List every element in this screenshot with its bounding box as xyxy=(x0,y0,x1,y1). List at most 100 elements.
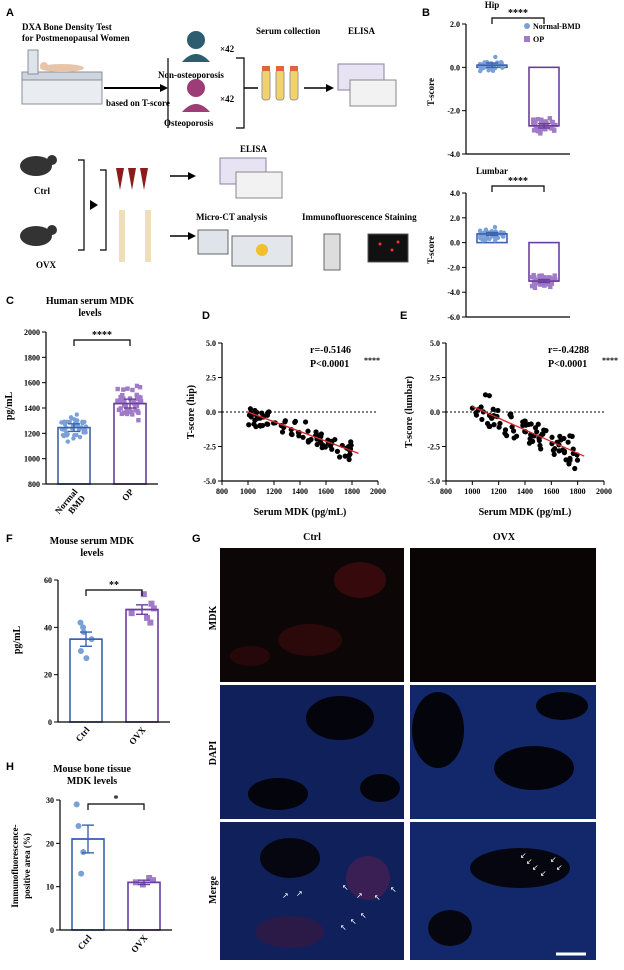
lumbar-chart: Lumbar T-score 4.0 2.0 0.0 -2.0 -4.0 -6.0 **** xyxy=(426,166,570,322)
x-label: Serum MDK (pg/mL) xyxy=(254,507,347,518)
p-stars: **** xyxy=(602,356,618,365)
x-tick-label: 2000 xyxy=(596,487,612,496)
b-hip-y-tick-label: 2.0 xyxy=(450,20,460,29)
g-mdk-ctrl-signal xyxy=(230,562,386,666)
data-point xyxy=(531,272,536,278)
hip-y-label: T-score xyxy=(426,78,436,106)
data-point xyxy=(560,447,566,453)
x-tick-label: 800 xyxy=(216,487,228,496)
data-point xyxy=(489,415,495,421)
data-point xyxy=(553,277,558,282)
data-point xyxy=(264,421,270,427)
data-point xyxy=(78,870,85,877)
data-point xyxy=(133,404,138,409)
bone-icon xyxy=(119,210,151,262)
data-point xyxy=(552,273,557,278)
c-y-tick-label: 1800 xyxy=(24,353,40,362)
x-tick-label: 1600 xyxy=(318,487,334,496)
bar-ovx xyxy=(127,881,161,931)
data-point xyxy=(553,122,558,128)
data-point xyxy=(279,429,286,435)
data-point xyxy=(510,428,517,434)
data-point xyxy=(136,394,142,400)
fluorescence-monitor-icon xyxy=(367,233,409,263)
data-point xyxy=(246,412,253,418)
data-point xyxy=(75,418,80,423)
data-point xyxy=(288,431,295,437)
data-point xyxy=(532,277,538,283)
microct-scanner-icon xyxy=(197,229,293,267)
data-point xyxy=(522,418,528,424)
panel-h-letter: H xyxy=(6,761,14,773)
hip-title: Hip xyxy=(485,0,500,10)
legend-op: OP xyxy=(533,35,544,44)
r-value: r=-0.4288 xyxy=(548,345,589,356)
data-point xyxy=(534,125,540,130)
y-tick-label: 2.5 xyxy=(206,374,216,383)
data-point xyxy=(348,442,354,448)
c-y-tick-label: 1600 xyxy=(24,379,40,388)
data-point xyxy=(483,236,488,241)
data-point xyxy=(252,407,258,414)
data-point xyxy=(551,451,557,457)
data-point xyxy=(490,406,496,412)
c-title-2: levels xyxy=(78,308,101,319)
panel-g-letter: G xyxy=(192,533,201,545)
data-point xyxy=(539,117,544,122)
x-tick-label: NormalBMD xyxy=(53,486,88,522)
data-point xyxy=(77,434,83,440)
panel-a: A DXA Bone Density Test for Postmenopaus… xyxy=(0,0,420,290)
data-point xyxy=(511,435,517,441)
legend-normal: Normal-BMD xyxy=(533,22,581,31)
data-point xyxy=(282,419,288,425)
data-point xyxy=(247,406,254,412)
data-point xyxy=(144,614,151,621)
significance-label: * xyxy=(114,794,119,805)
data-point xyxy=(148,600,155,607)
data-point xyxy=(548,284,553,290)
data-point xyxy=(80,624,87,631)
x-tick-label: 2000 xyxy=(370,487,386,496)
data-point xyxy=(540,431,546,437)
y-label: T-score (hip) xyxy=(186,385,197,439)
b-lumbar-y-tick-label: -6.0 xyxy=(447,313,460,322)
panel-g-micrographs: G Ctrl OVX MDK DAPI Merge xyxy=(192,532,596,960)
bar-ctrl xyxy=(69,638,103,723)
data-point xyxy=(534,429,540,435)
data-point xyxy=(128,610,135,617)
bar-ovx xyxy=(125,608,159,723)
data-point xyxy=(342,453,348,459)
data-point xyxy=(509,424,515,430)
g-col-ctrl: Ctrl xyxy=(303,532,321,543)
data-point xyxy=(500,65,505,70)
panel-c: C Human serum MDK levels pg/mL 2000 1800 1600… xyxy=(0,290,180,540)
data-point xyxy=(75,823,82,829)
lumbar-y-label: T-score xyxy=(426,236,436,264)
panel-b-letter: B xyxy=(422,7,430,19)
data-point xyxy=(77,619,84,626)
data-point xyxy=(73,801,80,808)
data-point xyxy=(473,412,480,418)
data-point xyxy=(479,416,485,423)
data-point xyxy=(150,877,157,884)
data-point xyxy=(482,392,489,398)
b-lumbar-plot: 4.0 2.0 0.0 -2.0 -4.0 -6.0 **** xyxy=(447,176,570,322)
data-point xyxy=(302,419,309,425)
svg-text:↖: ↖ xyxy=(374,893,381,902)
svg-text:↙: ↙ xyxy=(526,857,533,866)
c-y-tick-label: 1000 xyxy=(24,455,40,464)
y-tick-label: 2.5 xyxy=(430,374,440,383)
data-point xyxy=(537,128,542,134)
data-point xyxy=(122,399,127,404)
data-point xyxy=(531,117,536,122)
label-ovx: OVX xyxy=(36,260,57,270)
data-point xyxy=(140,591,147,598)
data-point xyxy=(116,407,122,413)
svg-text:↖: ↖ xyxy=(350,917,357,926)
data-point xyxy=(337,454,343,460)
microscope-icon xyxy=(323,233,341,271)
panel-c-letter: C xyxy=(6,295,14,307)
panel-e-letter: E xyxy=(400,310,407,322)
